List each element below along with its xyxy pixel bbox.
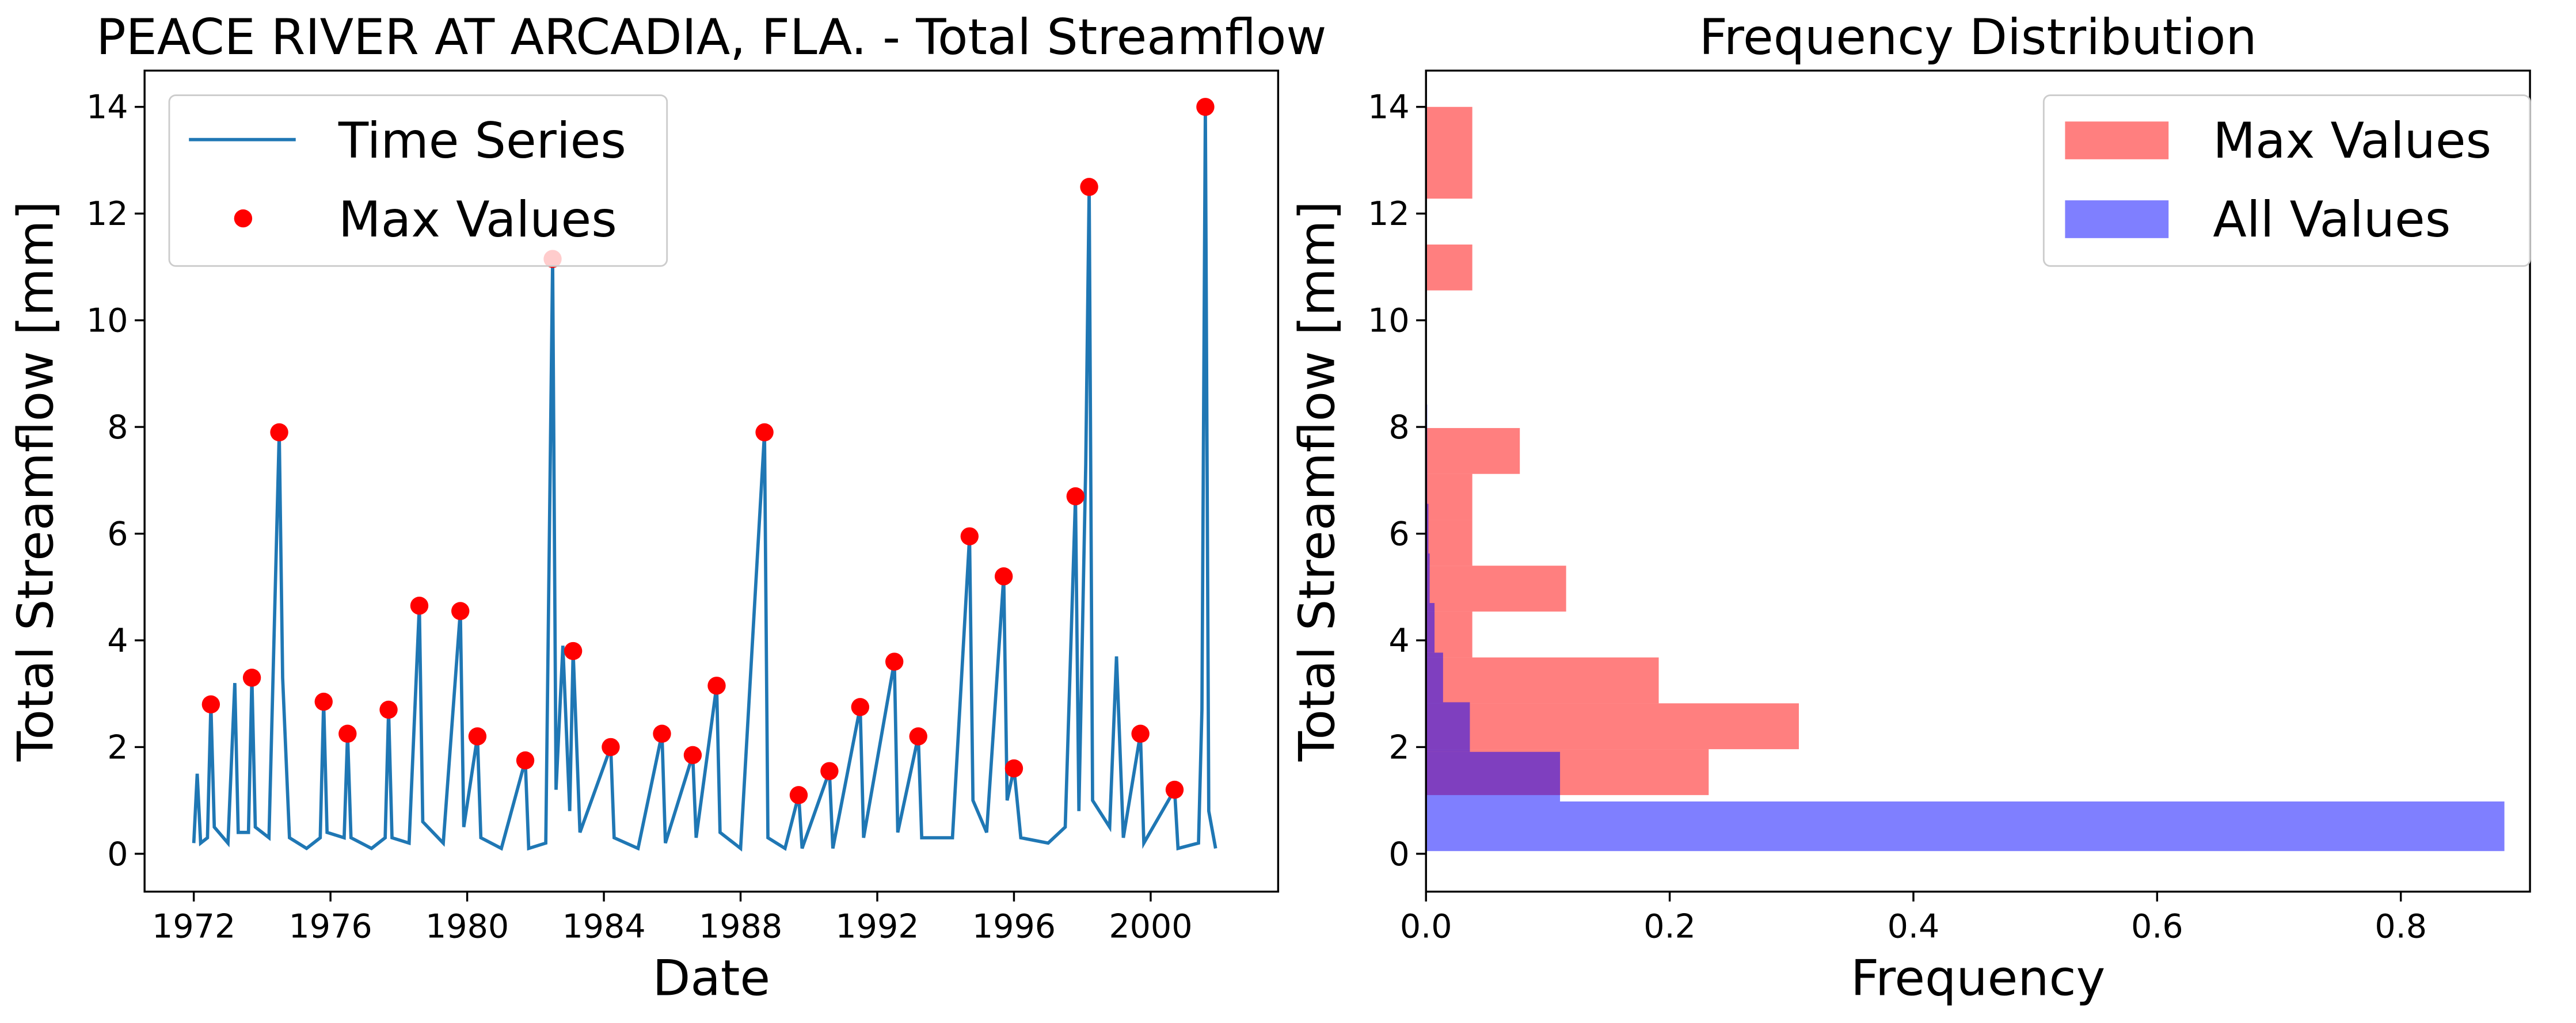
x-tick-label: 1976	[289, 908, 372, 946]
y-tick-label: 0	[107, 835, 128, 873]
x-axis-label: Date	[652, 950, 770, 1007]
max-value-point	[789, 786, 808, 804]
max-value-point	[1080, 178, 1098, 196]
max-value-point	[451, 602, 470, 620]
max-value-point	[994, 567, 1013, 586]
histogram-bar	[1426, 603, 1435, 653]
histogram-bar	[1426, 520, 1472, 566]
histogram-bar	[1426, 702, 1470, 752]
max-value-point	[820, 762, 839, 780]
histogram-bar	[1426, 244, 1472, 291]
max-value-point	[468, 727, 487, 746]
max-value-point	[960, 527, 979, 545]
max-value-point	[1004, 759, 1023, 778]
y-tick-label: 14	[1368, 89, 1410, 127]
max-value-point	[1066, 487, 1085, 506]
x-tick-label: 1984	[562, 908, 645, 946]
legend-label: Max Values	[2213, 113, 2491, 170]
x-tick-label: 1972	[152, 908, 235, 946]
histogram-bar	[1426, 106, 1472, 153]
histogram-bar	[1426, 553, 1430, 604]
max-value-point	[653, 724, 671, 743]
max-value-point	[707, 677, 726, 695]
y-tick-label: 8	[1388, 409, 1409, 446]
legend-label: Max Values	[338, 192, 617, 249]
histogram-bar	[1426, 152, 1472, 199]
max-value-point	[755, 423, 774, 442]
max-value-point	[314, 692, 333, 711]
max-value-point	[242, 669, 261, 687]
y-axis-label: Total Streamflow [mm]	[7, 201, 64, 762]
y-tick-label: 4	[107, 622, 128, 660]
histogram-bar	[1426, 801, 2505, 852]
legend-patch	[2065, 200, 2169, 238]
legend-label: All Values	[2213, 192, 2451, 249]
max-value-point	[410, 597, 429, 615]
x-tick-label: 1996	[972, 908, 1056, 946]
max-value-point	[1131, 724, 1150, 743]
max-value-point	[201, 695, 220, 713]
max-value-point	[564, 642, 583, 661]
time-series-line	[192, 106, 1217, 852]
y-tick-label: 12	[1368, 195, 1410, 233]
chart-title: PEACE RIVER AT ARCADIA, FLA. - Total Str…	[96, 9, 1326, 66]
histogram-bar	[1426, 652, 1443, 703]
max-value-point	[909, 727, 927, 746]
max-value-point	[379, 700, 398, 719]
y-tick-label: 6	[107, 516, 128, 554]
max-value-point	[338, 724, 357, 743]
histogram-bar	[1426, 503, 1429, 554]
histogram-bar	[1426, 703, 1799, 750]
y-tick-label: 12	[86, 195, 128, 233]
plot-frame	[143, 70, 1280, 893]
y-tick-label: 2	[107, 728, 128, 766]
x-tick-label: 0.6	[2131, 908, 2183, 946]
max-value-point	[851, 698, 870, 716]
max-value-point	[270, 423, 288, 442]
legend-marker	[234, 209, 253, 228]
max-value-point	[1196, 98, 1215, 116]
histogram-bar	[1426, 657, 1659, 704]
y-tick-label: 14	[86, 89, 128, 127]
max-value-point	[1165, 780, 1184, 799]
max-value-point	[683, 746, 702, 765]
x-tick-label: 1992	[835, 908, 919, 946]
y-axis-label: Total Streamflow [mm]	[1289, 201, 1346, 762]
y-tick-label: 10	[1368, 302, 1410, 340]
x-tick-label: 1988	[699, 908, 782, 946]
max-value-point	[516, 751, 535, 770]
x-axis-label: Frequency	[1851, 950, 2105, 1007]
y-tick-label: 10	[86, 302, 128, 340]
plot-frame	[1425, 70, 2531, 893]
histogram-bar	[1426, 427, 1520, 474]
histogram-bar	[1426, 751, 1561, 801]
y-tick-label: 4	[1388, 622, 1409, 660]
y-tick-label: 2	[1388, 728, 1409, 766]
x-tick-label: 1980	[425, 908, 509, 946]
x-tick-label: 0.0	[1400, 908, 1452, 946]
x-tick-label: 0.2	[1643, 908, 1696, 946]
histogram-bar	[1426, 474, 1472, 520]
chart-title: Frequency Distribution	[1699, 9, 2257, 66]
y-tick-label: 0	[1388, 835, 1409, 873]
x-tick-label: 0.8	[2375, 908, 2427, 946]
x-tick-label: 0.4	[1888, 908, 1940, 946]
histogram-bar	[1426, 566, 1566, 612]
y-tick-label: 6	[1388, 516, 1409, 554]
legend-label: Time Series	[338, 113, 626, 170]
y-tick-label: 8	[107, 409, 128, 446]
legend-patch	[2065, 121, 2169, 159]
max-value-point	[602, 738, 620, 757]
max-value-point	[885, 652, 904, 671]
x-tick-label: 2000	[1109, 908, 1192, 946]
